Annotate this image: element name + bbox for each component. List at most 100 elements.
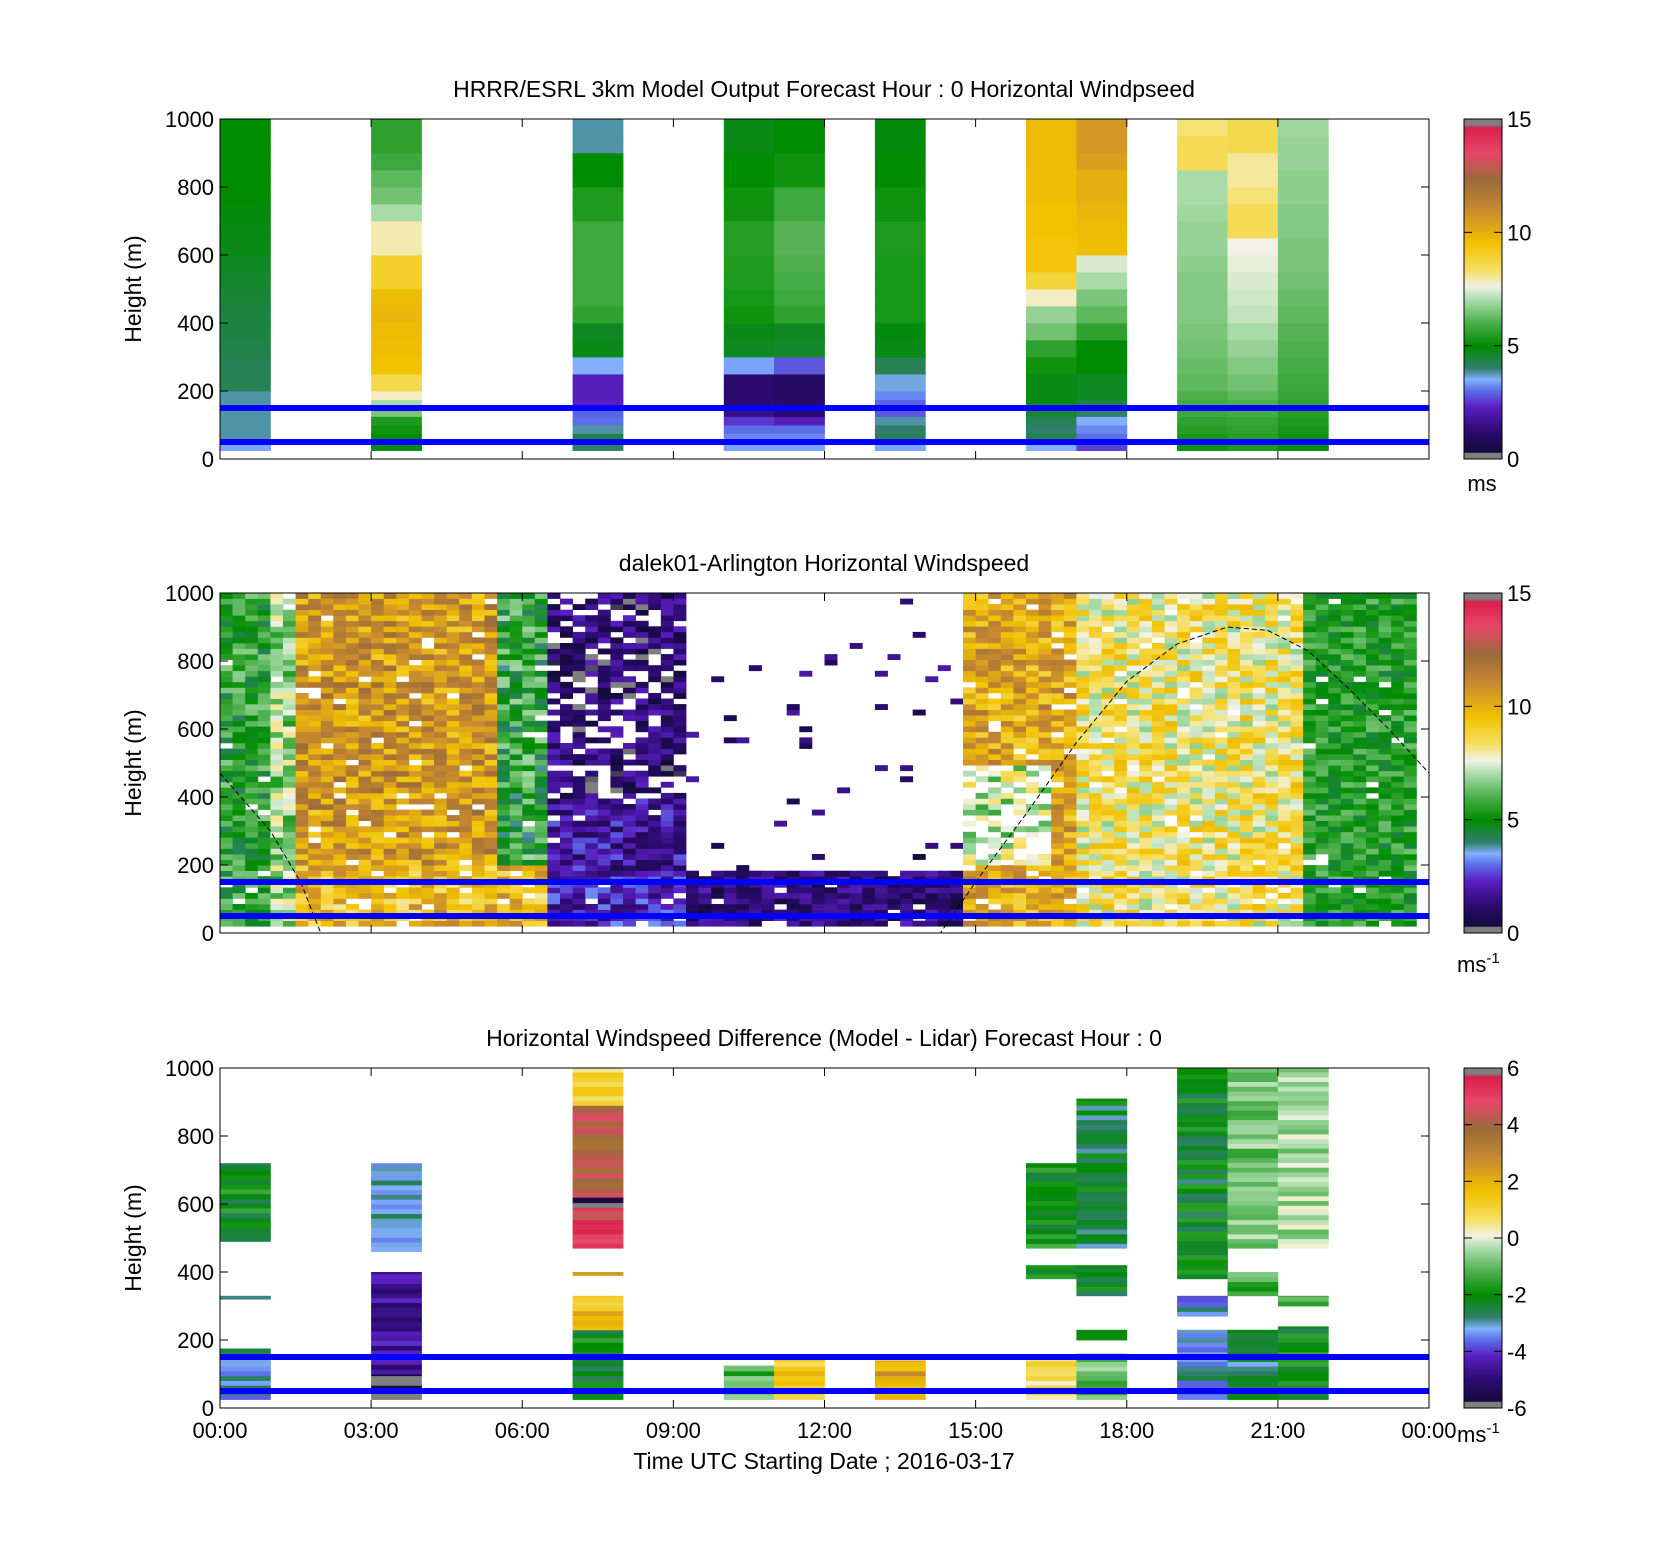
lidar-cell (1328, 787, 1342, 794)
lidar-cell (1063, 892, 1077, 899)
model-cell (572, 136, 624, 154)
lidar-cell (383, 648, 397, 655)
lidar-cell (1051, 693, 1065, 699)
lidar-cell (950, 898, 964, 905)
lidar-cell (1378, 604, 1392, 610)
lidar-cell (1202, 748, 1216, 755)
lidar-cell (610, 770, 624, 777)
lidar-cell (1265, 798, 1279, 805)
lidar-cell (1290, 654, 1304, 660)
lidar-cell (434, 759, 448, 766)
model-cell (723, 340, 775, 358)
lidar-cell (1026, 609, 1039, 616)
model-cell (1277, 323, 1329, 341)
lidar-cell (257, 648, 271, 655)
difference-cell (572, 1068, 624, 1073)
lidar-cell (1013, 859, 1027, 866)
lidar-cell (1114, 593, 1128, 599)
difference-cell (874, 1370, 926, 1377)
model-cell (371, 119, 422, 137)
lidar-cell (270, 620, 284, 627)
model-cell (1277, 425, 1329, 434)
lidar-cell (547, 659, 561, 666)
lidar-cell (396, 815, 410, 821)
lidar-cell (1139, 609, 1153, 616)
lidar-cell (1000, 720, 1014, 727)
lidar-cell (1227, 898, 1241, 905)
lidar-cell (547, 748, 561, 755)
lidar-cell (270, 615, 284, 622)
lidar-cell (1315, 731, 1329, 738)
lidar-cell (1038, 865, 1052, 871)
lidar-cell (459, 615, 473, 622)
lidar-cell (257, 815, 271, 821)
lidar-cell (471, 704, 485, 710)
lidar-cell (1403, 676, 1417, 683)
lidar-cell (283, 820, 296, 827)
lidar-cell (1353, 704, 1367, 710)
difference-cell (371, 1272, 422, 1275)
model-colorbar-unit: ms (1467, 471, 1496, 496)
lidar-cell (912, 909, 926, 916)
lidar-cell (547, 609, 561, 616)
lidar-cell (723, 898, 737, 905)
lidar-cell (1164, 776, 1178, 783)
lidar-cell (1328, 726, 1342, 733)
lidar-cell (1126, 776, 1140, 783)
lidar-cell (1227, 620, 1241, 627)
lidar-cell (434, 687, 448, 694)
model-cell (1277, 119, 1329, 137)
lidar-cell (497, 870, 511, 877)
model-cell (220, 357, 271, 375)
model-cell (1076, 357, 1128, 375)
lidar-cell (1240, 809, 1254, 816)
lidar-cell (1202, 698, 1216, 705)
difference-cell (1026, 1167, 1077, 1173)
lidar-cell (1202, 609, 1216, 616)
lidar-cell (1202, 870, 1216, 877)
lidar-cell (220, 593, 233, 599)
difference-cell (371, 1394, 422, 1400)
y-tick-label: 200 (177, 379, 214, 404)
lidar-cell (711, 676, 725, 683)
lidar-cell (673, 726, 687, 733)
lidar-cell (912, 892, 926, 899)
lidar-cell (849, 909, 863, 916)
model-cell (572, 425, 624, 434)
lidar-cell (547, 859, 561, 866)
lidar-cell (547, 842, 561, 849)
lidar-cell (1013, 759, 1027, 766)
model-cell (1026, 170, 1077, 188)
difference-cell (572, 1178, 624, 1184)
lidar-cell (308, 765, 322, 772)
lidar-cell (1089, 681, 1102, 688)
lidar-cell (585, 920, 599, 927)
difference-cell (874, 1360, 926, 1362)
lidar-cell (1013, 604, 1027, 610)
lidar-cell (1051, 715, 1065, 722)
lidar-cell (333, 704, 347, 710)
lidar-cell (232, 670, 246, 677)
lidar-cell (975, 720, 989, 727)
difference-cell (572, 1168, 624, 1174)
lidar-cell (1303, 659, 1317, 666)
lidar-cell (383, 792, 397, 799)
lidar-cell (232, 620, 246, 627)
lidar-cell (1240, 898, 1254, 905)
lidar-cell (484, 609, 498, 616)
lidar-cell (1315, 693, 1329, 699)
lidar-cell (220, 609, 233, 616)
lidar-cell (534, 865, 548, 871)
lidar-cell (1403, 665, 1417, 672)
lidar-cell (1328, 798, 1342, 805)
lidar-cell (648, 854, 662, 860)
lidar-cell (446, 887, 460, 894)
lidar-cell (220, 704, 233, 710)
lidar-cell (320, 887, 334, 894)
difference-cell (1076, 1380, 1128, 1386)
lidar-cell (1063, 809, 1077, 816)
lidar-cell (1076, 820, 1090, 827)
lidar-cell (396, 715, 410, 722)
difference-cell (572, 1385, 624, 1391)
lidar-cell (283, 726, 296, 733)
